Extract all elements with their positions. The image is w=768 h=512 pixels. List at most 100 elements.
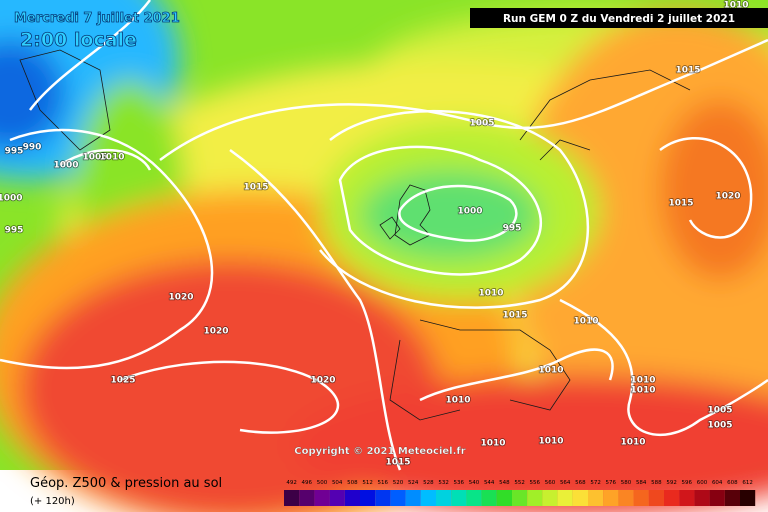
isobar-label: 1020	[168, 293, 193, 303]
scale-swatch	[557, 490, 573, 506]
isobar-label: 1015	[675, 66, 700, 76]
isobar-labels: 995 9901000100510101000995101510051015100…	[0, 0, 749, 468]
scale-label: 508	[347, 480, 358, 486]
isobar-label: 1010	[478, 289, 503, 299]
scale-label: 536	[454, 480, 465, 486]
scale-label: 576	[606, 480, 617, 486]
isobar-label: 1010	[630, 386, 655, 396]
scale-swatch	[360, 490, 376, 506]
isobar-label: 1000	[457, 207, 482, 217]
scale-label: 496	[302, 480, 313, 486]
scale-swatch	[329, 490, 345, 506]
scale-swatch	[405, 490, 421, 506]
legend-subtitle: (+ 120h)	[30, 496, 75, 507]
date: Mercredi 7 juillet 2021	[14, 11, 180, 26]
scale-label: 608	[727, 480, 738, 486]
isobar-label: 1000	[0, 194, 23, 204]
isobar-label: 1005	[469, 119, 494, 129]
scale-label: 600	[697, 480, 708, 486]
scale-swatch	[496, 490, 512, 506]
isobar-label: 1010	[445, 396, 470, 406]
run-box	[470, 8, 768, 28]
scale-swatch	[451, 490, 467, 506]
scale-swatch	[436, 490, 452, 506]
isobar-label: 1010	[620, 438, 645, 448]
scale-swatch	[572, 490, 588, 506]
scale-label: 532	[438, 480, 449, 486]
scale-swatch	[284, 490, 300, 506]
scale-swatch	[481, 490, 497, 506]
isobar-label: 1025	[110, 376, 135, 386]
isobar-label: 1005	[82, 153, 107, 163]
isobar-label: 995	[5, 226, 24, 236]
scale-swatch	[694, 490, 710, 506]
isobar-label: 1015	[668, 199, 693, 209]
scale-label: 592	[666, 480, 677, 486]
scale-label: 540	[469, 480, 480, 486]
isobar-label: 1000	[53, 161, 78, 171]
isobar-label: 1010	[573, 317, 598, 327]
isobar-label: 995	[5, 147, 24, 157]
legend-title: Géop. Z500 & pression au sol	[30, 476, 222, 491]
isobar-label: 1020	[310, 376, 335, 386]
scale-label: 604	[712, 480, 723, 486]
scale-label: 524	[408, 480, 419, 486]
isobar-label: 1005	[707, 421, 732, 431]
scale-label: 556	[530, 480, 541, 486]
local-time: 2:00 locale	[20, 29, 137, 51]
isobar-lines	[0, 0, 768, 471]
isobar-label: 1015	[243, 183, 268, 193]
scale-label: 580	[621, 480, 632, 486]
scale-swatch	[648, 490, 664, 506]
scale-label: 568	[575, 480, 586, 486]
scale-swatch	[512, 490, 528, 506]
scale-label: 504	[332, 480, 343, 486]
scale-swatch	[390, 490, 406, 506]
scale-label: 548	[499, 480, 510, 486]
isobar-label: 1015	[385, 458, 410, 468]
scale-swatch	[527, 490, 543, 506]
isobar-label: 1010	[723, 1, 748, 11]
scale-swatch	[724, 490, 740, 506]
scale-label: 520	[393, 480, 404, 486]
scale-label: 512	[362, 480, 373, 486]
isobar-label: 1020	[715, 192, 740, 202]
scale-label: 500	[317, 480, 328, 486]
scale-label: 584	[636, 480, 647, 486]
scale-label: 528	[423, 480, 434, 486]
run-info: Run GEM 0 Z du Vendredi 2 juillet 2021	[503, 13, 735, 25]
scale-label: 588	[651, 480, 662, 486]
isobar-label: 1010	[538, 437, 563, 447]
scale-swatch	[299, 490, 315, 506]
scale-swatch	[375, 490, 391, 506]
scale-swatch	[664, 490, 680, 506]
scale-label: 564	[560, 480, 571, 486]
scale-swatch	[314, 490, 330, 506]
scale-label: 612	[742, 480, 753, 486]
scale-swatch	[466, 490, 482, 506]
isobar-label: 1020	[203, 327, 228, 337]
scale-swatch	[603, 490, 619, 506]
scale-label: 516	[378, 480, 389, 486]
isobar-label: 1015	[502, 311, 527, 321]
scale-swatch	[709, 490, 725, 506]
scale-swatch	[618, 490, 634, 506]
scale-label: 544	[484, 480, 495, 486]
scale-swatch	[633, 490, 649, 506]
scale-label: 572	[590, 480, 601, 486]
scale-swatch	[542, 490, 558, 506]
isobar-label: 1010	[538, 366, 563, 376]
isobar-label: 1005	[707, 406, 732, 416]
coastlines	[19, 49, 691, 421]
isobar-label: 1010	[99, 153, 124, 163]
isobar-label: 1010	[480, 439, 505, 449]
isobar-label: 990	[23, 143, 42, 153]
scale-swatch	[588, 490, 604, 506]
scale-label: 596	[682, 480, 693, 486]
color-scale: 492 496 500 504 508 512 516 520 524 528 532 536 540 5…	[284, 480, 756, 506]
scale-label: 552	[514, 480, 525, 486]
copyright: Copyright © 2021 Meteociel.fr	[294, 446, 465, 457]
scale-swatch	[344, 490, 360, 506]
scale-swatch	[420, 490, 436, 506]
